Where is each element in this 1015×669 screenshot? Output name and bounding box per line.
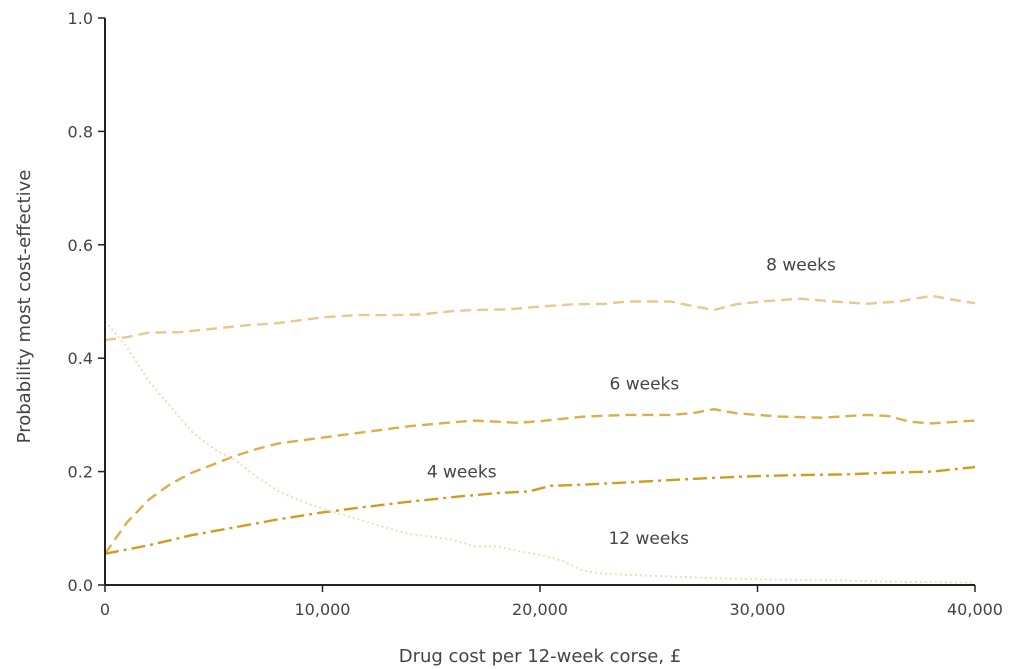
series-layer (104, 294, 976, 584)
y-tick-label: 0.6 (68, 236, 93, 255)
series-line-12-weeks (104, 320, 976, 584)
labels-layer: 8 weeks 6 weeks 4 weeks 12 weeks (427, 255, 836, 549)
x-tick-label: 20,000 (512, 600, 568, 619)
series-line-8-weeks (104, 294, 976, 342)
y-axis-title: Probability most cost-effective (14, 170, 35, 444)
x-tick-label: 30,000 (730, 600, 786, 619)
y-tick-label: 0.4 (68, 349, 93, 368)
series-line-4-weeks (104, 465, 976, 555)
y-tick-label: 0.0 (68, 576, 93, 595)
y-tick-label: 1.0 (68, 9, 93, 28)
y-tick-label: 0.8 (68, 122, 93, 141)
x-tick-label: 10,000 (295, 600, 351, 619)
series-label-12-weeks: 12 weeks (608, 529, 689, 549)
series-label-4-weeks: 4 weeks (427, 462, 497, 482)
series-label-6-weeks: 6 weeks (610, 374, 680, 394)
x-tick-label: 40,000 (947, 600, 1003, 619)
series-label-8-weeks: 8 weeks (766, 255, 836, 275)
x-axis-title: Drug cost per 12-week corse, £ (399, 646, 682, 667)
x-tick-label: 0 (100, 600, 110, 619)
y-tick-label: 0.2 (68, 463, 93, 482)
series-line-6-weeks (104, 408, 976, 555)
axes-layer: 0.0 0.2 0.4 0.6 0.8 1.0 0 10,000 20,000 30,000 40,… (68, 9, 1003, 619)
